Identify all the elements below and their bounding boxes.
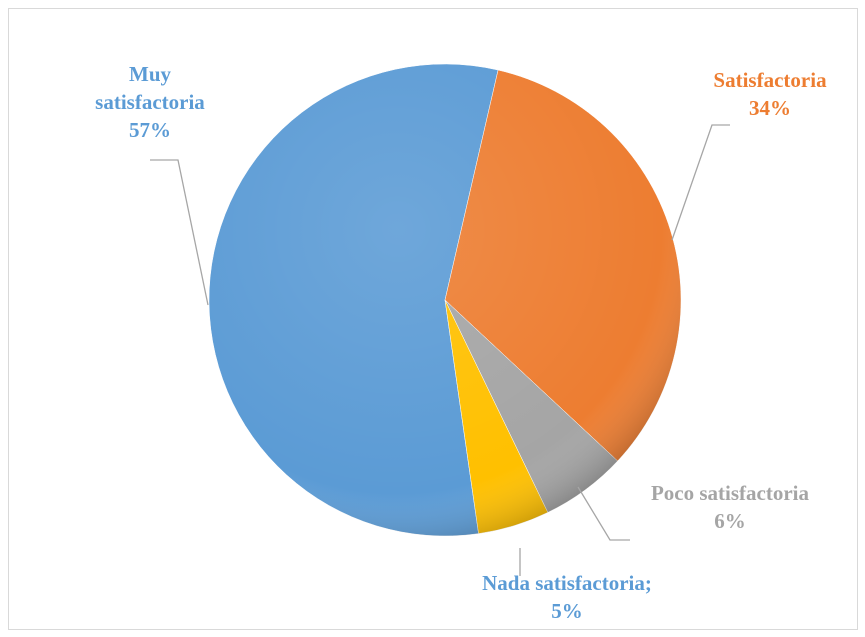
data-label: Muy satisfactoria 57% — [80, 60, 220, 144]
label-value: 57% — [129, 118, 171, 142]
leader-line — [577, 486, 630, 541]
chart-border — [8, 8, 858, 630]
leader-line — [671, 124, 730, 241]
label-category: Poco satisfactoria — [650, 481, 810, 505]
label-value: 6% — [714, 509, 746, 533]
label-category: Nada satisfactoria; — [482, 571, 652, 595]
data-label: Poco satisfactoria 6% — [640, 479, 820, 535]
label-category: Muy satisfactoria — [95, 62, 205, 114]
data-label: Nada satisfactoria; 5% — [427, 569, 707, 625]
label-category: Satisfactoria — [713, 68, 827, 92]
pie — [208, 63, 682, 537]
leader-lines — [150, 124, 730, 576]
leader-line — [150, 159, 209, 306]
data-label: Satisfactoria 34% — [675, 66, 865, 122]
label-value: 34% — [749, 96, 791, 120]
label-value: 5% — [551, 599, 583, 623]
